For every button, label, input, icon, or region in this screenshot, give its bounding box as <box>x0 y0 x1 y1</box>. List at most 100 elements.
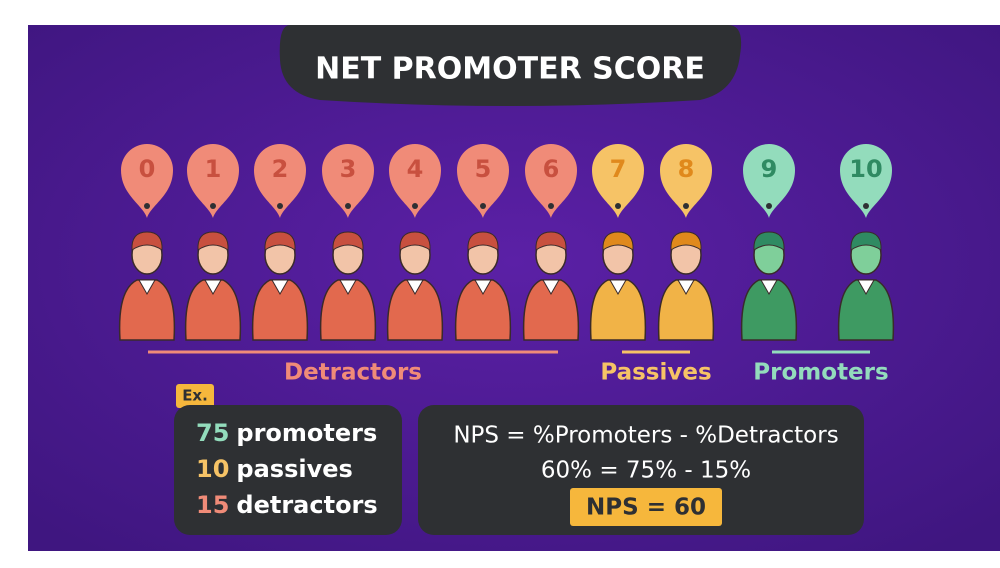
person <box>522 231 580 341</box>
pin-number: 4 <box>407 155 424 183</box>
example-label: promoters <box>236 419 377 447</box>
pin-dot <box>766 203 772 209</box>
person-hair <box>399 231 431 251</box>
pin-dot <box>615 203 621 209</box>
result: NPS = 60 <box>586 495 706 521</box>
pin-dot <box>277 203 283 209</box>
person-body <box>589 279 647 341</box>
person-collar <box>339 279 357 296</box>
example-label: detractors <box>236 491 377 519</box>
pin-number: 8 <box>678 155 695 183</box>
pin-dot <box>548 203 554 209</box>
person-collar <box>138 279 156 296</box>
person-hair <box>850 231 882 251</box>
title: NET PROMOTER SCORE <box>315 52 705 87</box>
person-hair <box>602 231 634 251</box>
person <box>589 231 647 341</box>
pin <box>840 144 892 218</box>
person <box>837 231 895 341</box>
pin-dot <box>210 203 216 209</box>
person <box>118 231 176 341</box>
pin-number: 9 <box>761 155 778 183</box>
person <box>657 231 715 341</box>
group-label: Detractors <box>284 360 422 386</box>
person-hair <box>670 231 702 251</box>
person-hair <box>264 231 296 251</box>
pin <box>322 144 374 218</box>
person-collar <box>406 279 424 296</box>
example-line: 75 promoters <box>196 419 377 447</box>
example-count: 15 <box>196 491 229 519</box>
pin-dot <box>412 203 418 209</box>
formula-box <box>418 405 864 535</box>
pin <box>525 144 577 218</box>
example-count: 75 <box>196 419 229 447</box>
pin-number: 2 <box>272 155 289 183</box>
pin-dot <box>144 203 150 209</box>
scale: 0 1 2 3 4 5 6 Detractors 7 8 Passives 9 10 Promoters <box>118 143 895 386</box>
pin-number: 0 <box>139 155 156 183</box>
person-body <box>251 279 309 341</box>
person <box>740 231 798 341</box>
pin <box>592 144 644 218</box>
pin <box>660 144 712 218</box>
person <box>251 231 309 341</box>
group-label: Passives <box>600 360 711 386</box>
example-label: passives <box>236 455 352 483</box>
person-hair <box>467 231 499 251</box>
pin-number: 6 <box>543 155 560 183</box>
group-label: Promoters <box>753 360 888 386</box>
example-box <box>174 405 402 535</box>
example-tag-box <box>176 384 214 408</box>
person-collar <box>857 279 875 296</box>
pin <box>743 144 795 218</box>
pin-number: 3 <box>340 155 357 183</box>
formula-line: 60% = 75% - 15% <box>541 458 751 484</box>
person-hair <box>753 231 785 251</box>
pin-dot <box>683 203 689 209</box>
person-hair <box>131 231 163 251</box>
person-hair <box>535 231 567 251</box>
person-body <box>740 279 798 341</box>
person-collar <box>760 279 778 296</box>
pin <box>121 144 173 218</box>
formula-line: NPS = %Promoters - %Detractors <box>453 423 838 449</box>
result-box <box>570 488 722 526</box>
person-body <box>386 279 444 341</box>
pin-number: 7 <box>610 155 627 183</box>
person-body <box>319 279 377 341</box>
pin-number: 1 <box>205 155 222 183</box>
person-collar <box>474 279 492 296</box>
person-collar <box>271 279 289 296</box>
pin-dot <box>480 203 486 209</box>
person-body <box>118 279 176 341</box>
person <box>184 231 242 341</box>
example-line: 15 detractors <box>196 491 378 519</box>
person-collar <box>204 279 222 296</box>
person-collar <box>609 279 627 296</box>
pin <box>254 144 306 218</box>
person-hair <box>332 231 364 251</box>
example-count: 10 <box>196 455 229 483</box>
person-body <box>454 279 512 341</box>
person-body <box>522 279 580 341</box>
person-hair <box>197 231 229 251</box>
person-body <box>657 279 715 341</box>
pin <box>389 143 442 218</box>
person-body <box>837 279 895 341</box>
person <box>454 231 512 341</box>
pin-number: 5 <box>475 155 492 183</box>
person-collar <box>542 279 560 296</box>
pin <box>457 144 509 218</box>
pin-number: 10 <box>849 155 882 183</box>
example-line: 10 passives <box>196 455 353 483</box>
person <box>319 231 377 341</box>
person <box>386 231 444 341</box>
pin <box>187 144 239 218</box>
pin-dot <box>863 203 869 209</box>
example-tag: Ex. <box>182 387 208 405</box>
pin-dot <box>345 203 351 209</box>
title-plate <box>279 25 742 106</box>
person-collar <box>677 279 695 296</box>
